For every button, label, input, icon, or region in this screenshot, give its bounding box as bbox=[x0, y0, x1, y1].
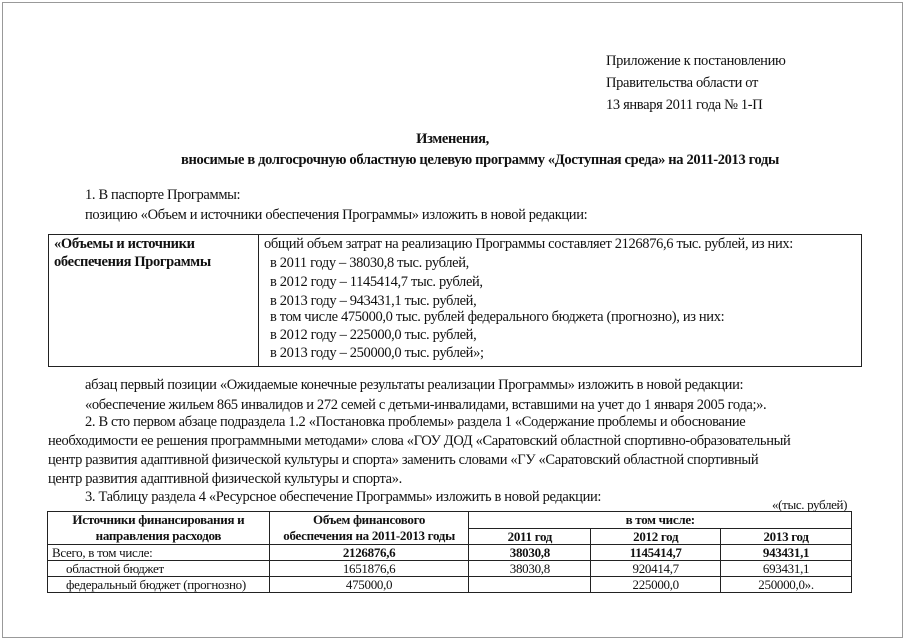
row-label: федеральный бюджет (прогнозно) bbox=[47, 576, 270, 593]
table-row: федеральный бюджет (прогнозно) 475000,0 … bbox=[47, 576, 852, 593]
box-line: в 2013 году – 250000,0 тыс. рублей»; bbox=[270, 345, 484, 361]
header-year: 2011 год bbox=[468, 527, 592, 545]
cell-2012: 225000,0 bbox=[590, 576, 722, 593]
cell-2013: 693431,1 bbox=[720, 560, 852, 577]
header-total: обеспечения на 2011-2013 годы bbox=[283, 528, 455, 543]
passport-box bbox=[48, 234, 862, 367]
box-line: в 2013 году – 943431,1 тыс. рублей, bbox=[270, 293, 477, 309]
box-line: в 2012 году – 225000,0 тыс. рублей, bbox=[270, 327, 477, 343]
box-line: в 2011 году – 38030,8 тыс. рублей, bbox=[270, 255, 469, 271]
cell-2011 bbox=[468, 576, 592, 593]
cell-total: 2126876,6 bbox=[268, 544, 470, 561]
box-line: общий объем затрат на реализацию Програм… bbox=[264, 236, 793, 252]
header-source: направления расходов bbox=[95, 528, 222, 543]
item1-after: абзац первый позиции «Ожидаемые конечные… bbox=[85, 377, 744, 393]
header-source: Источники финансирования и bbox=[72, 512, 245, 527]
item1-intro: позицию «Объем и источники обеспечения П… bbox=[85, 207, 588, 223]
row-label: областной бюджет bbox=[47, 560, 270, 577]
header-line: 13 января 2011 года № 1-П bbox=[606, 97, 763, 113]
box-line: в том числе 475000,0 тыс. рублей федерал… bbox=[270, 309, 725, 325]
item1-after: «обеспечение жильем 865 инвалидов и 272 … bbox=[85, 397, 767, 413]
doc-subtitle: вносимые в долгосрочную областную целеву… bbox=[181, 152, 779, 168]
units-label: «(тыс. рублей) bbox=[772, 497, 848, 512]
header-line: Правительства области от bbox=[606, 75, 758, 91]
cell-total: 475000,0 bbox=[268, 576, 470, 593]
item2-line: центр развития адаптивной физической кул… bbox=[48, 452, 759, 468]
item2-line: центр развития адаптивной физической кул… bbox=[48, 471, 402, 487]
cell-2011: 38030,8 bbox=[468, 544, 592, 561]
resource-table: Источники финансирования и направления ра… bbox=[47, 511, 852, 593]
cell-total: 1651876,6 bbox=[268, 560, 470, 577]
cell-2012: 1145414,7 bbox=[590, 544, 722, 561]
item3-text: 3. Таблицу раздела 4 «Ресурсное обеспече… bbox=[85, 489, 602, 505]
cell-2012: 920414,7 bbox=[590, 560, 722, 577]
header-year: 2013 год bbox=[720, 527, 852, 545]
table-row: областной бюджет 1651876,6 38030,8 92041… bbox=[47, 560, 852, 577]
header-line: Приложение к постановлению bbox=[606, 53, 786, 69]
doc-title: Изменения, bbox=[416, 131, 489, 147]
cell-2013: 943431,1 bbox=[720, 544, 852, 561]
header-including: в том числе: bbox=[468, 511, 852, 529]
box-label: обеспечения Программы bbox=[54, 254, 211, 270]
box-divider bbox=[258, 234, 259, 366]
item1-heading: 1. В паспорте Программы: bbox=[85, 187, 241, 203]
row-label: Всего, в том числе: bbox=[47, 544, 270, 561]
cell-2013: 250000,0». bbox=[720, 576, 852, 593]
table-header-row: 2011 год 2012 год 2013 год bbox=[48, 527, 852, 545]
header-year: 2012 год bbox=[590, 527, 722, 545]
header-total: Объем финансового bbox=[313, 512, 426, 527]
item2-line: необходимости ее решения программными ме… bbox=[48, 433, 791, 449]
box-label: «Объемы и источники bbox=[54, 236, 195, 252]
item2-line: 2. В сто первом абзаце подраздела 1.2 «П… bbox=[85, 414, 746, 430]
table-row: Всего, в том числе: 2126876,6 38030,8 11… bbox=[47, 544, 852, 561]
table-header-row: Источники финансирования и направления ра… bbox=[47, 511, 852, 545]
cell-2011: 38030,8 bbox=[468, 560, 592, 577]
box-line: в 2012 году – 1145414,7 тыс. рублей, bbox=[270, 274, 483, 290]
